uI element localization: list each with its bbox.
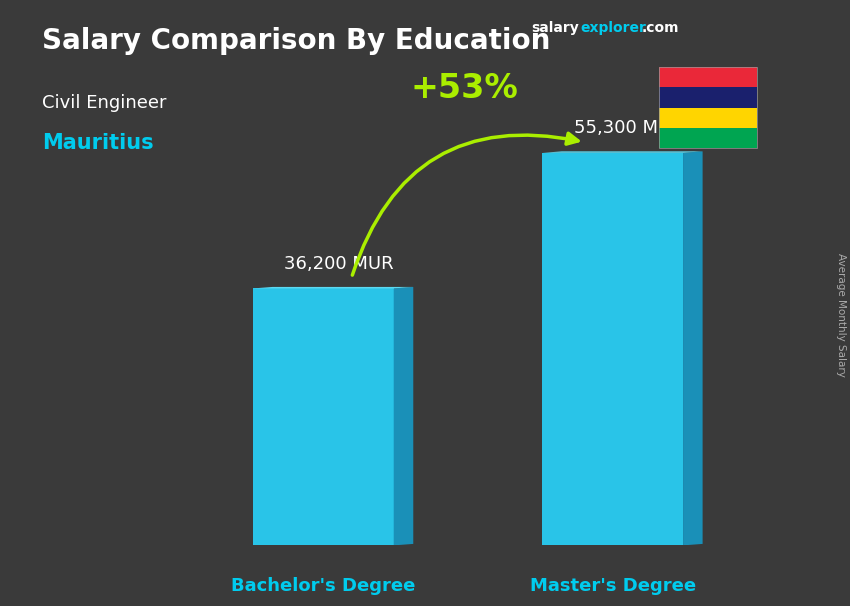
Text: 36,200 MUR: 36,200 MUR: [284, 255, 394, 273]
Polygon shape: [542, 152, 703, 153]
Text: salary: salary: [531, 21, 579, 35]
Polygon shape: [542, 153, 683, 545]
Text: Salary Comparison By Education: Salary Comparison By Education: [42, 27, 551, 55]
Text: Average Monthly Salary: Average Monthly Salary: [836, 253, 847, 377]
Text: +53%: +53%: [411, 73, 518, 105]
Polygon shape: [394, 287, 413, 545]
Text: Bachelor's Degree: Bachelor's Degree: [231, 578, 416, 595]
Polygon shape: [683, 152, 703, 545]
Text: .com: .com: [642, 21, 679, 35]
Polygon shape: [253, 287, 413, 288]
Text: explorer: explorer: [581, 21, 647, 35]
Text: Master's Degree: Master's Degree: [530, 578, 696, 595]
Text: Mauritius: Mauritius: [42, 133, 154, 153]
Text: Civil Engineer: Civil Engineer: [42, 94, 167, 112]
Polygon shape: [253, 288, 394, 545]
Text: 55,300 MUR: 55,300 MUR: [574, 119, 683, 137]
